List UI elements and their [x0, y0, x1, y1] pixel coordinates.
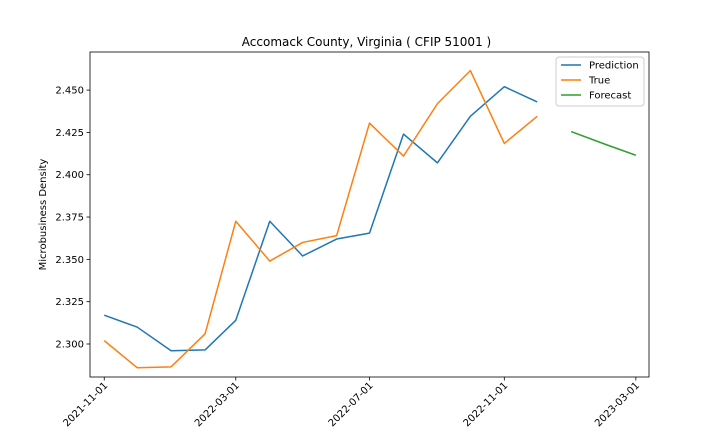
- x-tick-label: 2021-11-01: [61, 380, 110, 429]
- y-tick-label: 2.350: [55, 255, 84, 266]
- x-axis: 2021-11-01 2022-03-01 2022-07-01 2022-11-01…: [61, 377, 642, 429]
- x-tick-label: 2022-07-01: [327, 380, 376, 429]
- x-tick-label: 2022-11-01: [462, 380, 511, 429]
- y-tick-label: 2.400: [55, 170, 84, 181]
- y-axis-label: Microbusiness Density: [38, 159, 49, 271]
- chart-title: Accomack County, Virginia ( CFIP 51001 ): [242, 35, 491, 49]
- y-tick-label: 2.325: [55, 297, 84, 308]
- y-tick-label: 2.450: [55, 86, 84, 97]
- x-tick-label: 2022-03-01: [193, 380, 242, 429]
- chart-legend: Prediction True Forecast: [555, 56, 645, 107]
- legend-frame: [555, 56, 645, 107]
- legend-label-forecast: Forecast: [589, 91, 631, 102]
- y-tick-label: 2.300: [55, 339, 84, 350]
- y-tick-label: 2.425: [55, 128, 84, 139]
- y-tick-label: 2.375: [55, 213, 84, 224]
- legend-label-prediction: Prediction: [589, 61, 639, 72]
- y-axis: 2.300 2.325 2.350 2.375 2.400 2.425 2.450: [55, 86, 90, 350]
- series-line-forecast: [570, 130, 637, 156]
- series-line-prediction: [103, 85, 538, 352]
- series-lines: [103, 69, 637, 369]
- series-line-true: [103, 69, 538, 369]
- legend-label-true: True: [588, 76, 610, 87]
- x-tick-label: 2023-03-01: [593, 380, 642, 429]
